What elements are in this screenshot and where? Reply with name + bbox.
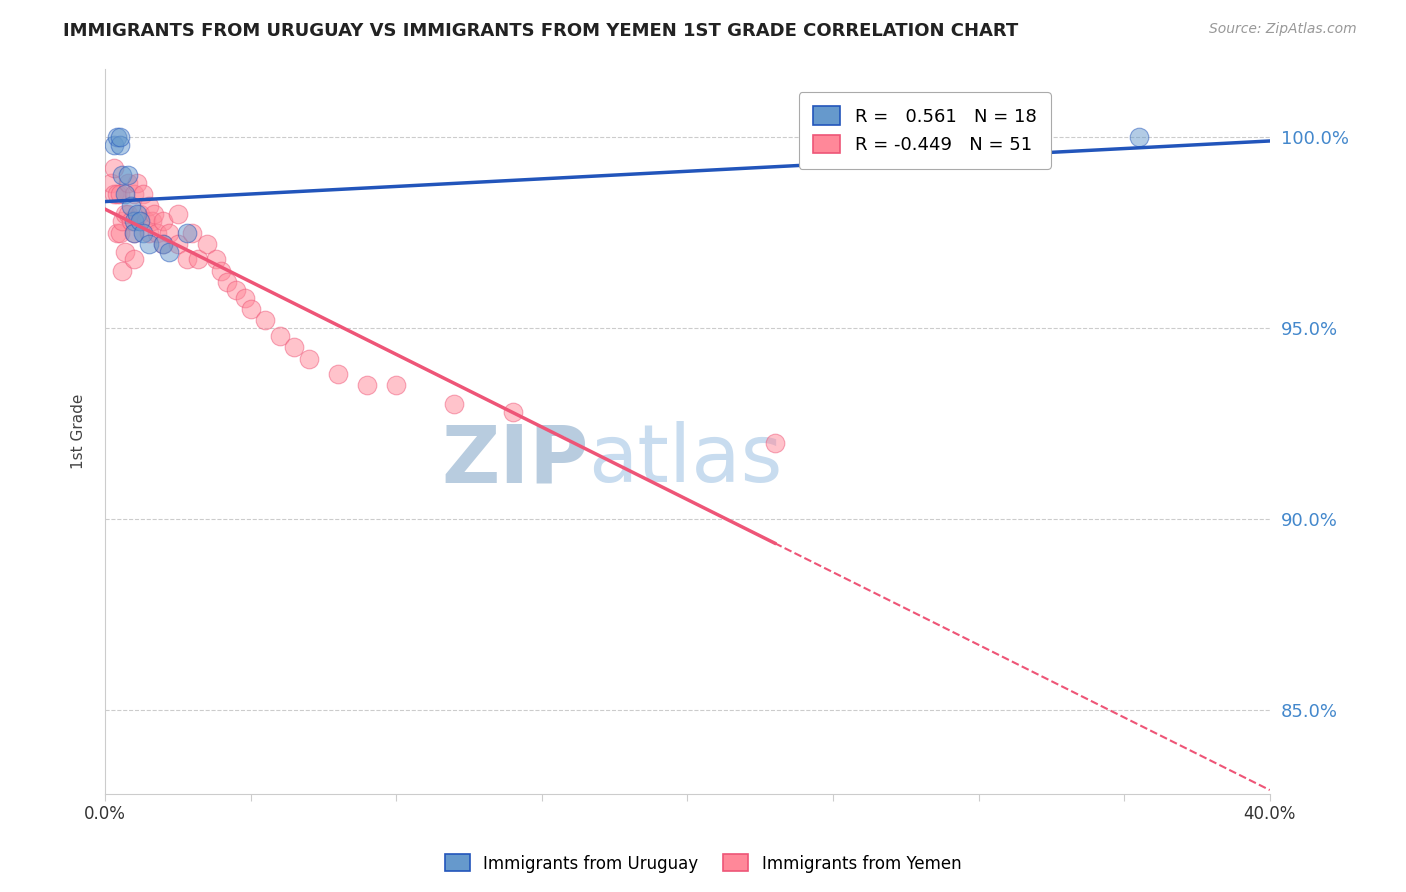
Point [502, 405, 524, 419]
Point [138, 237, 160, 252]
Point [122, 214, 145, 228]
Point [117, 206, 139, 220]
Point [108, 226, 131, 240]
Text: ZIP: ZIP [441, 421, 588, 500]
Point [211, 264, 233, 278]
Point [135, 214, 157, 228]
Point [239, 301, 262, 316]
Point [298, 351, 321, 366]
Point [122, 252, 145, 267]
Text: IMMIGRANTS FROM URUGUAY VS IMMIGRANTS FROM YEMEN 1ST GRADE CORRELATION CHART: IMMIGRANTS FROM URUGUAY VS IMMIGRANTS FR… [63, 22, 1018, 40]
Point [111, 214, 134, 228]
Point [195, 237, 218, 252]
Point [217, 275, 239, 289]
Point [132, 226, 155, 240]
Point [122, 187, 145, 202]
Point [1128, 130, 1150, 145]
Point [120, 214, 142, 228]
Point [108, 137, 131, 152]
Point [129, 214, 152, 228]
Point [181, 226, 204, 240]
Point [117, 169, 139, 183]
Point [105, 130, 128, 145]
Point [122, 226, 145, 240]
Point [283, 340, 305, 354]
Text: atlas: atlas [588, 421, 783, 500]
Point [105, 187, 128, 202]
Point [157, 244, 180, 259]
Point [125, 176, 148, 190]
Point [204, 252, 226, 267]
Point [120, 199, 142, 213]
Point [132, 187, 155, 202]
Point [111, 264, 134, 278]
Point [187, 252, 209, 267]
Point [157, 226, 180, 240]
Point [763, 435, 786, 450]
Point [152, 237, 174, 252]
Point [152, 237, 174, 252]
Point [225, 283, 247, 297]
Point [129, 206, 152, 220]
Point [152, 214, 174, 228]
Point [103, 161, 125, 175]
Point [269, 328, 291, 343]
Point [103, 187, 125, 202]
Point [166, 206, 188, 220]
Point [111, 169, 134, 183]
Point [114, 206, 136, 220]
Point [122, 226, 145, 240]
Legend: Immigrants from Uruguay, Immigrants from Yemen: Immigrants from Uruguay, Immigrants from… [439, 847, 967, 880]
Point [146, 226, 169, 240]
Point [176, 252, 198, 267]
Point [166, 237, 188, 252]
Point [114, 244, 136, 259]
Point [108, 130, 131, 145]
Point [356, 378, 378, 392]
Point [108, 187, 131, 202]
Point [138, 226, 160, 240]
Legend: R =   0.561   N = 18, R = -0.449   N = 51: R = 0.561 N = 18, R = -0.449 N = 51 [799, 92, 1052, 169]
Point [254, 313, 277, 327]
Point [385, 378, 408, 392]
Point [176, 226, 198, 240]
Text: Source: ZipAtlas.com: Source: ZipAtlas.com [1209, 22, 1357, 37]
Point [138, 199, 160, 213]
Point [103, 137, 125, 152]
Y-axis label: 1st Grade: 1st Grade [72, 393, 86, 469]
Point [233, 291, 256, 305]
Point [326, 367, 349, 381]
Point [117, 176, 139, 190]
Point [141, 214, 163, 228]
Point [105, 226, 128, 240]
Point [100, 176, 122, 190]
Point [125, 206, 148, 220]
Point [443, 397, 465, 411]
Point [143, 206, 166, 220]
Point [114, 187, 136, 202]
